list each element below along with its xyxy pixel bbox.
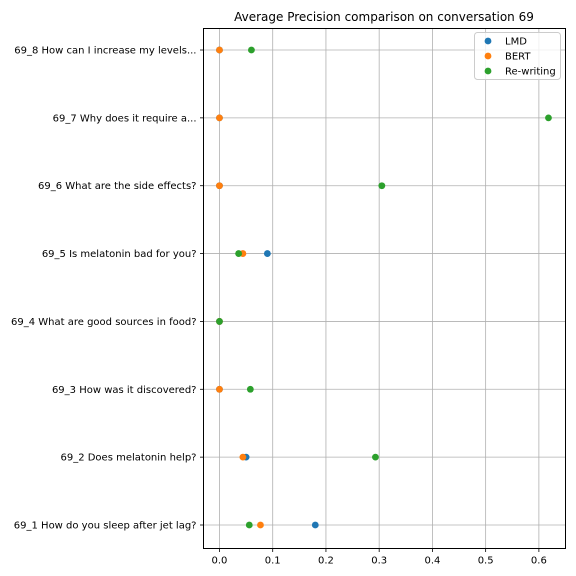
legend-box [474,32,561,80]
legend-marker [484,67,492,75]
y-tick-label: 69_7 Why does it require a... [53,113,197,124]
x-tick-label: 0.2 [318,556,334,567]
x-axis-ticks: 0.0 0.1 0.2 0.3 0.4 0.5 0.6 [212,548,547,567]
y-tick-label: 69_5 Is melatonin bad for you? [42,249,197,260]
data-point-re-writing [372,453,379,461]
x-tick-label: 0.4 [424,556,440,567]
x-tick-label: 0.0 [212,556,228,567]
plot-frame [203,28,566,549]
legend-marker [484,37,492,45]
data-point-lmd [311,521,319,529]
data-point-bert [216,46,223,54]
y-tick-label: 69_2 Does melatonin help? [60,453,196,464]
data-point-re-writing [216,318,223,325]
legend-label: LMD [505,37,527,48]
data-point-bert [216,385,223,393]
data-point-lmd [263,250,271,257]
data-point-re-writing [378,182,386,190]
legend-marker [484,52,492,60]
y-tick-label: 69_1 How do you sleep after jet lag? [14,521,197,532]
data-point-bert [257,521,264,529]
y-axis-ticks: 69_1 How do you sleep after jet lag? 69_2… [11,46,204,532]
data-point-re-writing [246,385,254,393]
data-point-bert [216,114,223,122]
legend: LMD BERT Re-writing [474,32,561,80]
data-point-re-writing [245,521,253,529]
data-point-bert [216,182,223,190]
y-tick-label: 69_3 How was it discovered? [52,385,197,396]
legend-label: BERT [505,52,531,63]
x-tick-label: 0.5 [478,556,494,567]
x-tick-label: 0.3 [371,556,387,567]
x-tick-label: 0.1 [265,556,281,567]
x-tick-label: 0.6 [531,556,547,567]
legend-label: Re-writing [505,67,556,78]
data-points [216,46,552,529]
y-tick-label: 69_8 How can I increase my levels... [14,46,196,57]
chart-title: Average Precision comparison on conversa… [234,10,534,24]
y-tick-label: 69_6 What are the side effects? [38,181,196,192]
data-point-bert [239,453,247,461]
data-point-re-writing [235,250,243,257]
y-tick-label: 69_4 What are good sources in food? [11,317,196,328]
data-point-re-writing [248,46,255,54]
data-point-re-writing [545,114,552,122]
